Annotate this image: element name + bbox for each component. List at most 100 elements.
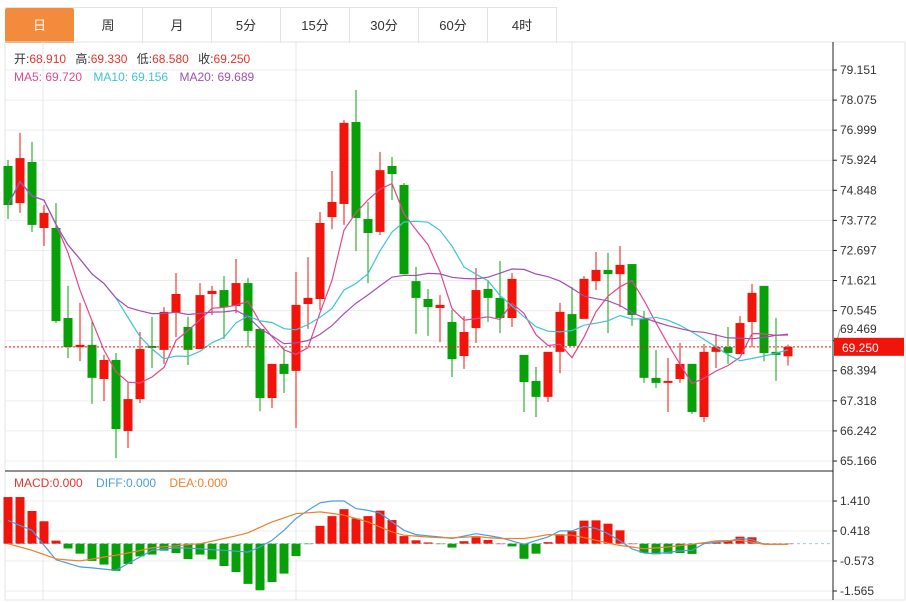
candle-body <box>711 347 721 352</box>
candle <box>87 321 97 404</box>
macd-bar <box>411 540 421 544</box>
macd-bar <box>171 543 181 554</box>
tab-week[interactable]: 周 <box>74 8 143 43</box>
candle-body <box>747 292 757 322</box>
candle-body <box>87 344 97 378</box>
candle <box>255 328 265 412</box>
macd-bar <box>327 516 337 544</box>
ma10-line <box>7 180 789 362</box>
candle <box>567 286 577 346</box>
price-tick-label: 67.318 <box>840 394 877 408</box>
candle <box>39 205 49 246</box>
macd-bar <box>99 543 109 565</box>
macd-panel <box>3 497 833 591</box>
tab-4hour[interactable]: 4时 <box>488 8 557 43</box>
candle <box>519 354 529 412</box>
candle-body <box>663 380 673 383</box>
candle-body <box>651 377 661 383</box>
macd-bar <box>267 543 277 583</box>
tab-30min[interactable]: 30分 <box>350 8 419 43</box>
macd-bar <box>75 543 85 554</box>
candle-body <box>399 184 409 275</box>
macd-bar <box>363 516 373 544</box>
candle-body <box>51 227 61 322</box>
macd-bar <box>291 543 301 557</box>
current-price-value: 69.250 <box>842 341 879 355</box>
macd-bar <box>183 543 193 560</box>
candle <box>531 366 541 417</box>
tab-15min[interactable]: 15分 <box>281 8 350 43</box>
macd-bar <box>15 497 25 544</box>
candle-body <box>159 311 169 350</box>
candle <box>123 382 133 449</box>
candle-body <box>255 328 265 398</box>
candle-body <box>591 269 601 282</box>
candle-body <box>507 278 517 319</box>
candle <box>135 331 145 404</box>
candle-body <box>639 318 649 378</box>
candle <box>183 316 193 365</box>
candle <box>771 318 781 381</box>
tab-month[interactable]: 月 <box>143 8 212 43</box>
candle-body <box>627 264 637 315</box>
candle <box>351 89 361 251</box>
price-axis: 79.151 78.075 76.999 75.924 74.848 73.772 72.6… <box>833 63 877 598</box>
candle <box>63 285 73 359</box>
candle-body <box>423 299 433 308</box>
candle-body <box>27 162 37 225</box>
candle-body <box>219 290 229 308</box>
macd-bar <box>579 520 589 544</box>
price-tick-label: 70.545 <box>840 304 877 318</box>
close-label: 收: <box>198 52 213 66</box>
macd-bar <box>351 518 361 544</box>
macd-bar <box>231 543 241 573</box>
candle-body <box>3 165 13 206</box>
tab-5min[interactable]: 5分 <box>212 8 281 43</box>
candle <box>327 170 337 230</box>
macd-bar <box>567 531 577 544</box>
candle-body <box>195 295 205 350</box>
ma5-value: MA5: 69.720 <box>14 70 82 84</box>
price-tick-label: 72.697 <box>840 243 877 257</box>
candle <box>459 316 469 369</box>
candle <box>687 363 697 414</box>
candle <box>231 259 241 313</box>
candle <box>747 283 757 348</box>
macd-bar <box>315 525 325 544</box>
macd-bar <box>663 543 673 554</box>
candle <box>711 333 721 369</box>
grid <box>5 42 833 600</box>
candles <box>3 89 793 459</box>
candle-body <box>519 354 529 383</box>
macd-bar <box>483 540 493 544</box>
candle <box>411 266 421 334</box>
macd-bar <box>747 537 757 544</box>
candle-body <box>615 264 625 275</box>
candle-body <box>699 351 709 417</box>
candle <box>147 316 157 369</box>
candle <box>483 279 493 322</box>
candle <box>51 203 61 324</box>
ma10-value: MA10: 69.156 <box>93 70 168 84</box>
diff-line <box>7 500 788 571</box>
candle-body <box>603 269 613 275</box>
close-value: 69.250 <box>214 52 251 66</box>
low-value: 68.580 <box>152 52 189 66</box>
macd-bar <box>543 542 553 544</box>
macd-bar <box>639 543 649 553</box>
price-tick-label: 69.469 <box>840 322 877 336</box>
candle-body <box>759 285 769 353</box>
macd-bar <box>615 530 625 544</box>
price-tick-label: 74.848 <box>840 183 877 197</box>
candle-body <box>387 165 397 175</box>
price-tick-label: 79.151 <box>840 63 877 77</box>
candle <box>735 316 745 355</box>
tab-day[interactable]: 日 <box>5 8 74 43</box>
tab-60min[interactable]: 60分 <box>419 8 488 43</box>
candle <box>111 352 121 459</box>
macd-bar <box>519 543 529 559</box>
candle <box>279 347 289 393</box>
macd-bar <box>219 543 229 567</box>
macd-bar <box>255 543 265 591</box>
